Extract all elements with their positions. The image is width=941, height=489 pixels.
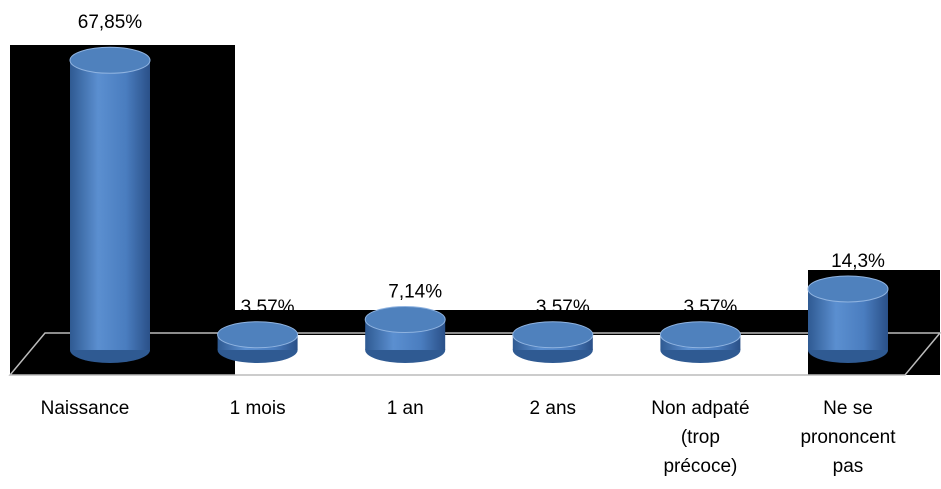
cylinder-body <box>70 60 150 351</box>
x-tick-label: Naissance <box>41 398 130 419</box>
cylinder-top <box>217 321 299 349</box>
x-tick-label: prononcent <box>800 427 896 448</box>
data-label: 3,57% <box>683 297 737 318</box>
data-label: 14,3% <box>831 251 885 272</box>
data-label: 3,57% <box>241 297 295 318</box>
cylinder-top <box>512 321 594 349</box>
cylinder-top <box>807 275 889 303</box>
data-label: 3,57% <box>536 297 590 318</box>
x-tick-label: 2 ans <box>530 398 576 419</box>
x-tick-label: 1 mois <box>230 398 286 419</box>
x-tick-label: Non adpaté <box>651 398 749 419</box>
x-tick-label: pas <box>833 456 864 477</box>
floor <box>8 332 941 376</box>
x-tick-label: précoce) <box>663 456 737 477</box>
cylinder-top <box>364 306 446 334</box>
cylinder-top <box>659 321 741 349</box>
plot: 67,85% Naissance 3,57% 1 mois 7,14% 1 an 3,57%… <box>41 12 897 477</box>
data-label: 7,14% <box>388 282 442 303</box>
data-label: 67,85% <box>78 12 143 33</box>
x-tick-label: (trop <box>681 427 720 448</box>
x-tick-label: 1 an <box>387 398 424 419</box>
x-tick-label: Ne se <box>823 398 873 419</box>
cylinder-top <box>69 46 151 74</box>
